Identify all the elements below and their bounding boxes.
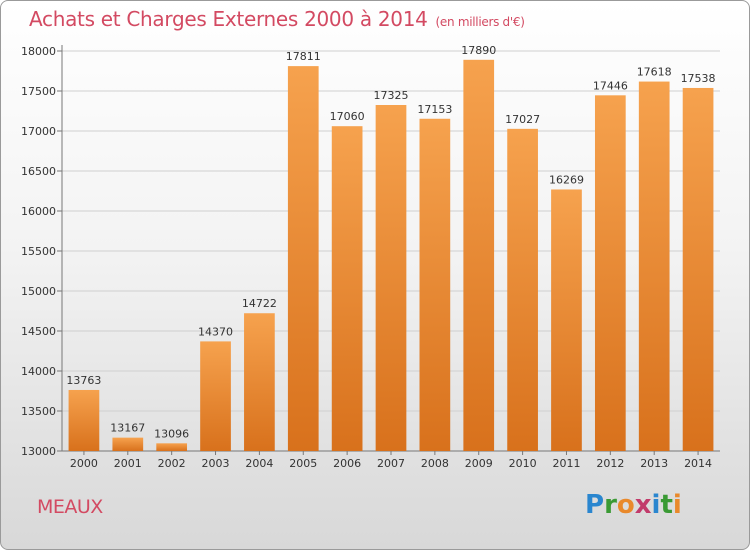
y-tick-label: 13500 — [21, 405, 56, 418]
data-label: 17153 — [417, 103, 452, 116]
data-label: 16269 — [549, 173, 584, 186]
y-tick-label: 17500 — [21, 85, 56, 98]
data-label: 17446 — [593, 79, 628, 92]
y-tick-label: 18000 — [21, 45, 56, 58]
x-tick-label: 2002 — [158, 457, 186, 470]
logo-letter: t — [660, 490, 673, 520]
data-label: 17618 — [637, 66, 672, 79]
bar — [419, 118, 451, 451]
x-tick-label: 2009 — [465, 457, 493, 470]
bar — [200, 341, 231, 451]
x-tick-label: 2008 — [421, 457, 449, 470]
bar — [375, 105, 407, 451]
x-tick-label: 2003 — [202, 457, 230, 470]
logo-letter: i — [651, 490, 661, 520]
chart-title-text: Achats et Charges Externes 2000 à 2014 — [29, 7, 428, 31]
bar — [638, 81, 670, 451]
bar — [156, 443, 188, 451]
logo-letter: i — [672, 490, 682, 520]
x-tick-label: 2010 — [509, 457, 537, 470]
logo-letter: P — [585, 490, 605, 520]
data-label: 14370 — [198, 325, 233, 338]
x-tick-label: 2005 — [289, 457, 317, 470]
x-tick-label: 2001 — [114, 457, 142, 470]
x-tick-label: 2007 — [377, 457, 405, 470]
y-tick-label: 14000 — [21, 365, 56, 378]
y-tick-label: 16000 — [21, 205, 56, 218]
data-label: 17538 — [681, 72, 716, 85]
bar — [112, 437, 144, 451]
data-label: 14722 — [242, 297, 277, 310]
bar — [331, 126, 363, 451]
chart-subtitle: (en milliers d'€) — [435, 15, 525, 29]
x-tick-label: 2014 — [684, 457, 712, 470]
y-tick-label: 17000 — [21, 125, 56, 138]
data-label: 17811 — [286, 50, 321, 63]
data-label: 13763 — [66, 374, 101, 387]
x-tick-label: 2004 — [245, 457, 273, 470]
x-tick-label: 2012 — [596, 457, 624, 470]
y-tick-label: 14500 — [21, 325, 56, 338]
logo-letter: x — [634, 490, 652, 520]
data-label: 17060 — [330, 110, 365, 123]
x-tick-label: 2011 — [552, 457, 580, 470]
data-label: 17890 — [461, 44, 496, 57]
y-tick-label: 15000 — [21, 285, 56, 298]
bar — [682, 87, 714, 452]
chart-title: Achats et Charges Externes 2000 à 2014 (e… — [29, 7, 525, 31]
bar — [463, 59, 495, 452]
logo-letter: o — [616, 490, 635, 520]
y-tick-label: 15500 — [21, 245, 56, 258]
bar — [551, 189, 582, 452]
bar — [244, 313, 275, 451]
bar — [68, 389, 100, 451]
data-label: 17027 — [505, 113, 540, 126]
bar — [507, 128, 538, 451]
y-tick-label: 13000 — [21, 445, 56, 458]
logo-letter: r — [604, 490, 617, 520]
city-name: MEAUX — [37, 496, 103, 518]
data-label: 17325 — [374, 89, 409, 102]
x-tick-label: 2006 — [333, 457, 361, 470]
data-label: 13167 — [110, 422, 145, 435]
data-label: 13096 — [154, 427, 189, 440]
y-tick-label: 16500 — [21, 165, 56, 178]
proxiti-logo: Proxiti — [585, 490, 682, 520]
x-tick-label: 2013 — [640, 457, 668, 470]
bar — [287, 66, 319, 452]
x-tick-label: 2000 — [70, 457, 98, 470]
bar — [594, 95, 626, 451]
